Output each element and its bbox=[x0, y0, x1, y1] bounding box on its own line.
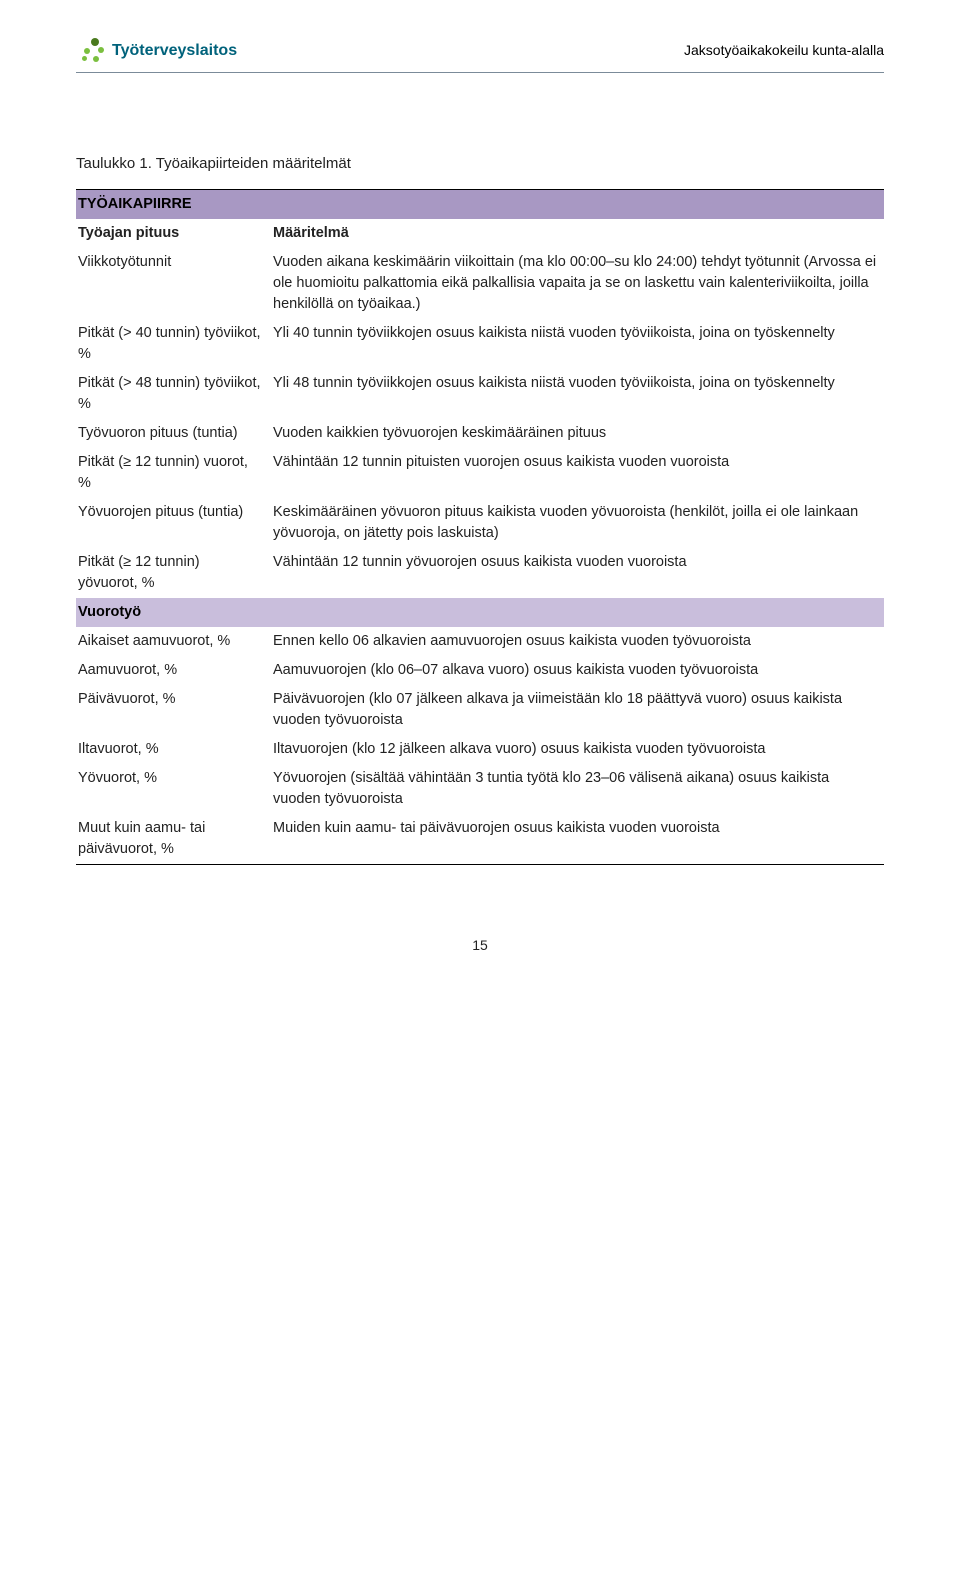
term-cell: Aikaiset aamuvuorot, % bbox=[76, 627, 271, 656]
brand-logo: Työterveyslaitos bbox=[76, 36, 237, 66]
table-caption: Taulukko 1. Työaikapiirteiden määritelmä… bbox=[76, 153, 884, 175]
term-cell: Yövuorot, % bbox=[76, 764, 271, 814]
definition-cell: Vähintään 12 tunnin pituisten vuorojen o… bbox=[271, 448, 884, 498]
definition-cell: Muiden kuin aamu- tai päivävuorojen osuu… bbox=[271, 814, 884, 865]
table-row: Pitkät (> 40 tunnin) työviikot, % Yli 40… bbox=[76, 319, 884, 369]
table-row: Pitkät (> 48 tunnin) työviikot, % Yli 48… bbox=[76, 369, 884, 419]
table-row: Yövuorot, % Yövuorojen (sisältää vähintä… bbox=[76, 764, 884, 814]
definition-cell: Yli 40 tunnin työviikkojen osuus kaikist… bbox=[271, 319, 884, 369]
table-row: Päivävuorot, % Päivävuorojen (klo 07 jäl… bbox=[76, 685, 884, 735]
definition-cell: Päivävuorojen (klo 07 jälkeen alkava ja … bbox=[271, 685, 884, 735]
brand-name: Työterveyslaitos bbox=[112, 39, 237, 62]
table-row: Iltavuorot, % Iltavuorojen (klo 12 jälke… bbox=[76, 735, 884, 764]
running-title: Jaksotyöaikakokeilu kunta-alalla bbox=[684, 36, 884, 60]
term-cell: Iltavuorot, % bbox=[76, 735, 271, 764]
definition-cell: Keskimääräinen yövuoron pituus kaikista … bbox=[271, 498, 884, 548]
page-header: Työterveyslaitos Jaksotyöaikakokeilu kun… bbox=[76, 36, 884, 73]
definition-cell: Iltavuorojen (klo 12 jälkeen alkava vuor… bbox=[271, 735, 884, 764]
brand-logo-icon bbox=[76, 36, 106, 66]
term-cell: Aamuvuorot, % bbox=[76, 656, 271, 685]
definition-cell: Yli 48 tunnin työviikkojen osuus kaikist… bbox=[271, 369, 884, 419]
term-cell: Työvuoron pituus (tuntia) bbox=[76, 419, 271, 448]
term-cell: Viikkotyötunnit bbox=[76, 248, 271, 319]
term-cell: Pitkät (≥ 12 tunnin) yövuorot, % bbox=[76, 548, 271, 598]
term-cell: Pitkät (> 40 tunnin) työviikot, % bbox=[76, 319, 271, 369]
definition-cell: Vuoden aikana keskimäärin viikoittain (m… bbox=[271, 248, 884, 319]
table-row: Työvuoron pituus (tuntia) Vuoden kaikkie… bbox=[76, 419, 884, 448]
definition-cell: Ennen kello 06 alkavien aamuvuorojen osu… bbox=[271, 627, 884, 656]
section-header-tyoaikapiirre: TYÖAIKAPIIRRE bbox=[76, 189, 884, 219]
section-header-vuorotyo: Vuorotyö bbox=[76, 598, 884, 627]
definition-cell: Vähintään 12 tunnin yövuorojen osuus kai… bbox=[271, 548, 884, 598]
page-number: 15 bbox=[76, 935, 884, 955]
column-header-term: Työajan pituus bbox=[76, 219, 271, 248]
term-cell: Pitkät (> 48 tunnin) työviikot, % bbox=[76, 369, 271, 419]
definition-cell: Yövuorojen (sisältää vähintään 3 tuntia … bbox=[271, 764, 884, 814]
table-row: Pitkät (≥ 12 tunnin) vuorot, % Vähintään… bbox=[76, 448, 884, 498]
table-row: Yövuorojen pituus (tuntia) Keskimääräine… bbox=[76, 498, 884, 548]
table-row: Muut kuin aamu- tai päivävuorot, % Muide… bbox=[76, 814, 884, 865]
definitions-table: TYÖAIKAPIIRRE Työajan pituus Määritelmä … bbox=[76, 189, 884, 865]
term-cell: Yövuorojen pituus (tuntia) bbox=[76, 498, 271, 548]
term-cell: Pitkät (≥ 12 tunnin) vuorot, % bbox=[76, 448, 271, 498]
table-row: Aikaiset aamuvuorot, % Ennen kello 06 al… bbox=[76, 627, 884, 656]
column-header-definition: Määritelmä bbox=[271, 219, 884, 248]
definition-cell: Vuoden kaikkien työvuorojen keskimääräin… bbox=[271, 419, 884, 448]
definition-cell: Aamuvuorojen (klo 06–07 alkava vuoro) os… bbox=[271, 656, 884, 685]
table-row: Viikkotyötunnit Vuoden aikana keskimääri… bbox=[76, 248, 884, 319]
term-cell: Päivävuorot, % bbox=[76, 685, 271, 735]
term-cell: Muut kuin aamu- tai päivävuorot, % bbox=[76, 814, 271, 865]
table-row: Aamuvuorot, % Aamuvuorojen (klo 06–07 al… bbox=[76, 656, 884, 685]
table-row: Pitkät (≥ 12 tunnin) yövuorot, % Vähintä… bbox=[76, 548, 884, 598]
